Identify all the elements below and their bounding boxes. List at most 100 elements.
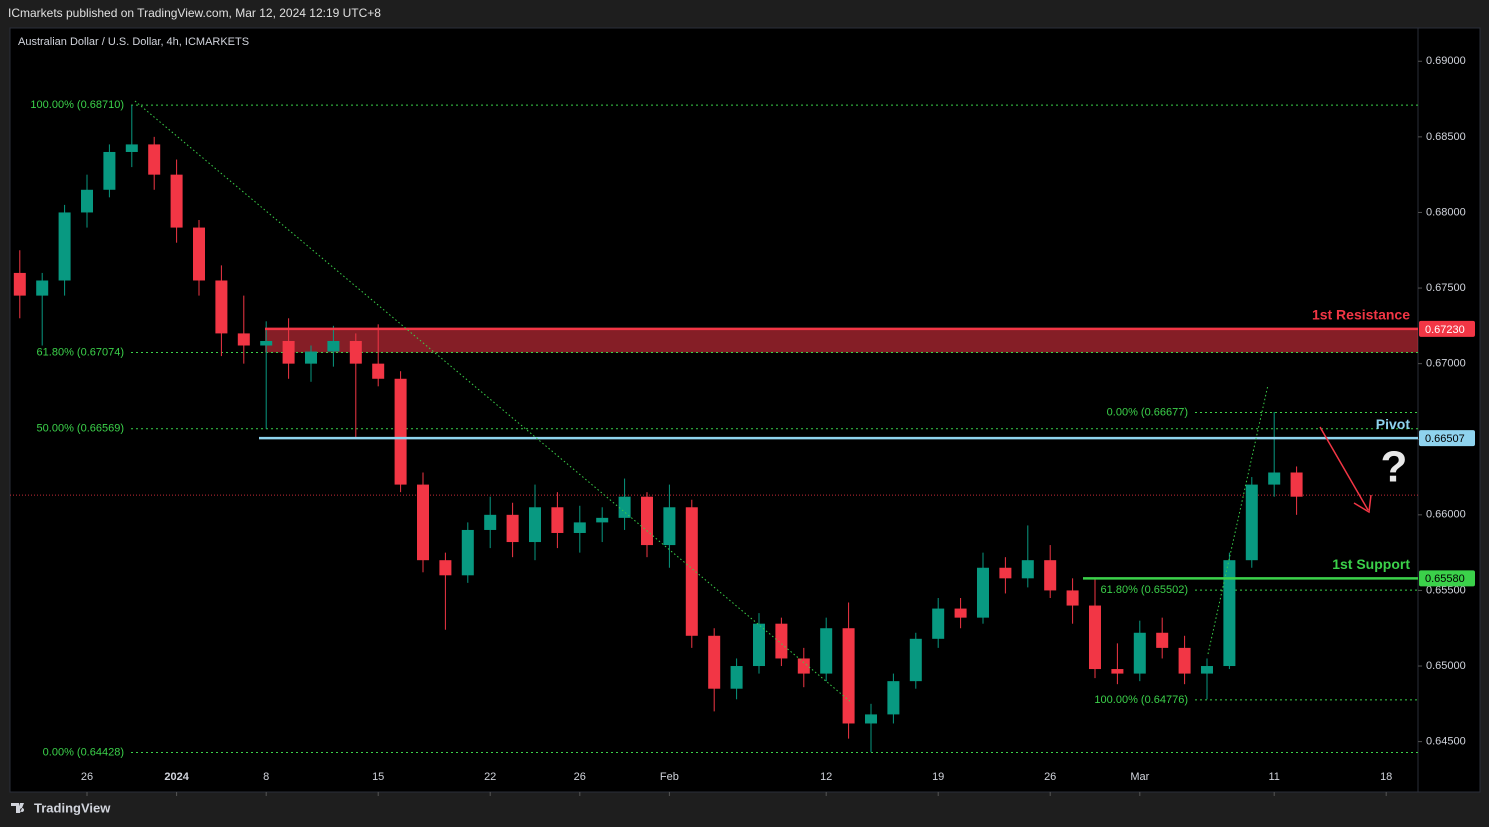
- candle-body: [708, 635, 721, 689]
- y-tick-label: 0.67000: [1426, 358, 1466, 370]
- candle-body: [372, 363, 385, 379]
- support-price-tag: [1419, 570, 1475, 587]
- candle-body: [618, 496, 631, 518]
- candle-body: [192, 227, 205, 281]
- fib-label: 0.00% (0.64428): [43, 746, 124, 758]
- candle-body: [36, 280, 49, 296]
- y-tick-label: 0.65500: [1426, 584, 1466, 596]
- x-tick-label: 26: [1044, 771, 1056, 783]
- candle-body: [484, 514, 497, 530]
- candle-body: [170, 174, 183, 228]
- resistance-price-label: 0.67230: [1425, 324, 1465, 336]
- candle-body: [1111, 669, 1124, 674]
- support-price-label: 0.65580: [1425, 573, 1465, 585]
- fib-label: 100.00% (0.64776): [1094, 694, 1188, 706]
- resistance-price-tag: [1419, 320, 1475, 337]
- candle-body: [416, 484, 429, 561]
- candle-body: [394, 378, 407, 485]
- candle-body: [730, 666, 743, 689]
- x-tick-label: 2024: [164, 771, 189, 783]
- candle-body: [999, 567, 1012, 579]
- pivot-price-tag: [1419, 430, 1475, 447]
- candle-body: [596, 517, 609, 523]
- x-tick-label: 26: [81, 771, 93, 783]
- arrow: [1319, 426, 1372, 514]
- x-tick-label: 15: [372, 771, 384, 783]
- candle-body: [842, 628, 855, 724]
- y-tick-label: 0.69000: [1426, 55, 1466, 67]
- candle-body: [954, 608, 967, 618]
- question-mark: ?: [1381, 443, 1408, 492]
- candle-body: [932, 608, 945, 639]
- x-tick-label: 8: [263, 771, 269, 783]
- candle-body: [1178, 647, 1191, 674]
- footer-brand: TradingView: [34, 800, 111, 815]
- fib-trend-line: [134, 100, 853, 704]
- candle-body: [237, 333, 250, 346]
- candle-body: [148, 144, 161, 175]
- candle-body: [685, 507, 698, 636]
- chart-area: [9, 27, 1481, 793]
- resistance-zone: [265, 328, 1418, 353]
- candle-body: [976, 567, 989, 618]
- candle-body: [1066, 590, 1079, 606]
- x-tick-label: 26: [574, 771, 586, 783]
- candle-body: [1044, 560, 1057, 591]
- candle-body: [1133, 632, 1146, 674]
- candle-body: [573, 522, 586, 533]
- y-tick-label: 0.68000: [1426, 206, 1466, 218]
- candle-body: [551, 507, 564, 533]
- candle-body: [1290, 472, 1303, 497]
- candle-body: [797, 658, 810, 674]
- y-tick-label: 0.66000: [1426, 509, 1466, 521]
- fib-label: 0.00% (0.66677): [1107, 406, 1188, 418]
- candle-body: [1156, 632, 1169, 648]
- candle-body: [103, 151, 116, 190]
- publisher: ICmarkets published on TradingView.com, …: [8, 6, 381, 20]
- fib-label: 100.00% (0.68710): [30, 99, 124, 111]
- candle-body: [58, 212, 71, 281]
- y-tick-label: 0.68500: [1426, 131, 1466, 143]
- candle-body: [864, 714, 877, 724]
- candle-body: [1021, 560, 1034, 579]
- candle-body: [215, 280, 228, 334]
- fib-label: 61.80% (0.67074): [37, 346, 124, 358]
- pivot-label: Pivot: [1376, 416, 1411, 432]
- x-tick-label: 12: [820, 771, 832, 783]
- chart-title: Australian Dollar / U.S. Dollar, 4h, ICM…: [18, 36, 249, 48]
- candle-body: [125, 144, 138, 152]
- candle-body: [260, 340, 273, 346]
- candle-body: [327, 340, 340, 352]
- y-tick-label: 0.65000: [1426, 660, 1466, 672]
- candle-body: [640, 496, 653, 546]
- x-tick-label: 22: [484, 771, 496, 783]
- x-tick-label: 11: [1268, 771, 1279, 783]
- candle-body: [528, 507, 541, 543]
- candle-body: [1200, 666, 1213, 674]
- candle-body: [1223, 560, 1236, 667]
- resistance-label: 1st Resistance: [1312, 307, 1410, 323]
- candle-body: [304, 351, 317, 364]
- candle-body: [909, 638, 922, 682]
- x-tick-label: 19: [932, 771, 944, 783]
- candle-body: [461, 529, 474, 576]
- candle-body: [663, 507, 676, 546]
- x-tick-label: Feb: [660, 771, 679, 783]
- candle-body: [820, 628, 833, 674]
- tv-logo: [11, 803, 25, 813]
- candle-body: [1268, 472, 1281, 485]
- candle-body: [752, 623, 765, 667]
- x-tick-label: Mar: [1130, 771, 1149, 783]
- candle-body: [13, 272, 26, 296]
- candle-body: [1245, 484, 1258, 561]
- candle-body: [282, 340, 295, 364]
- candle-body: [80, 189, 93, 213]
- pivot-price-label: 0.66507: [1425, 433, 1465, 445]
- x-tick-label: 18: [1380, 771, 1392, 783]
- y-tick-label: 0.64500: [1426, 736, 1466, 748]
- candle-body: [775, 623, 788, 659]
- support-label: 1st Support: [1332, 556, 1410, 572]
- candle-body: [1088, 605, 1101, 670]
- y-tick-label: 0.67500: [1426, 282, 1466, 294]
